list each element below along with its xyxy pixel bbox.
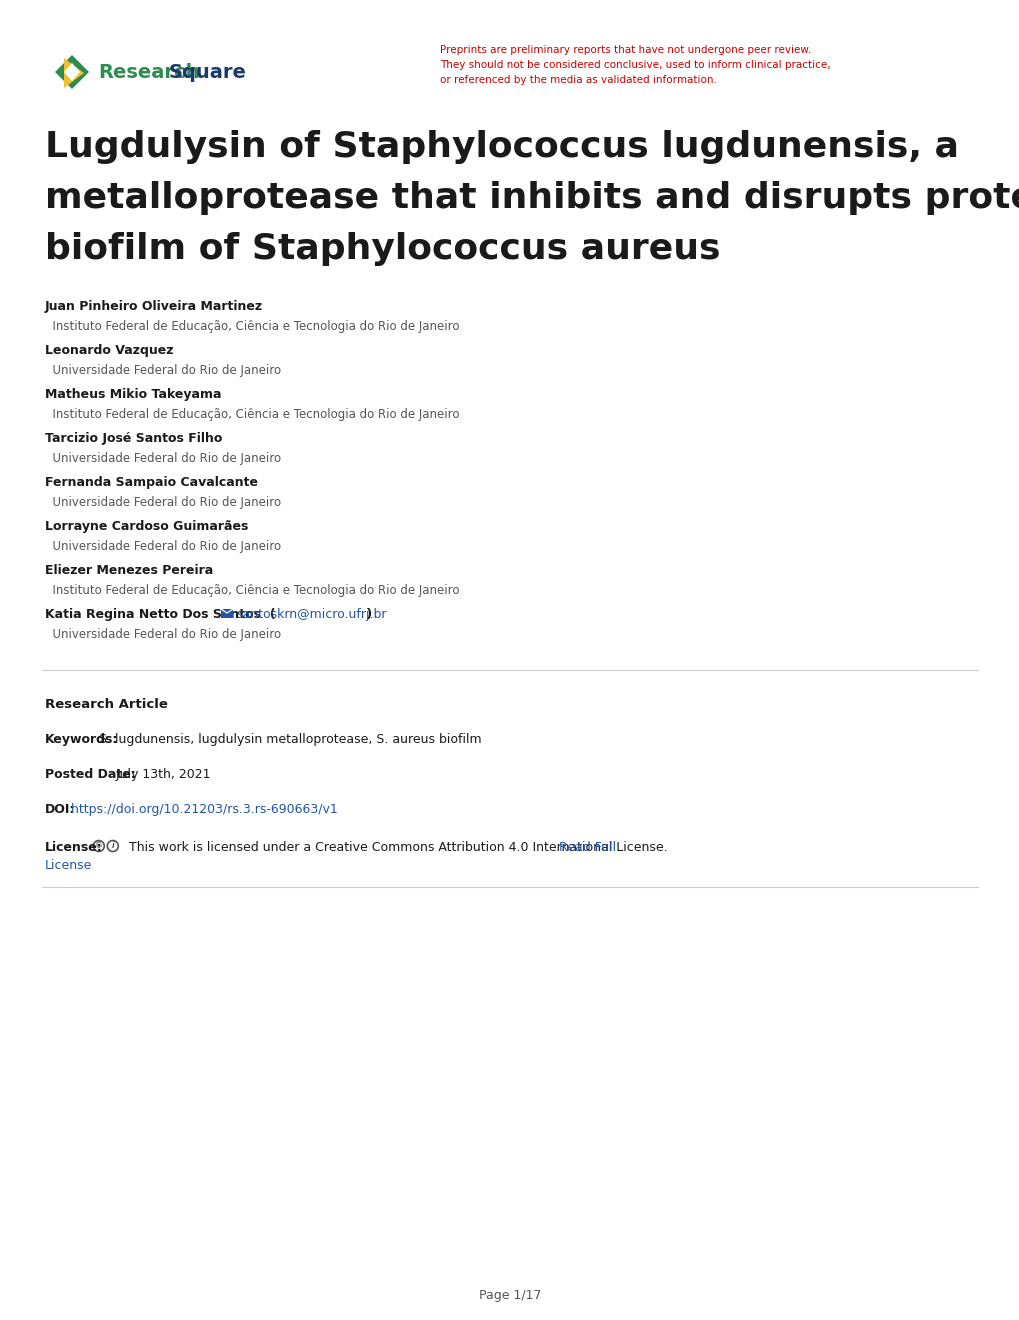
Text: Read Full: Read Full <box>558 841 615 854</box>
Text: Leonardo Vazquez: Leonardo Vazquez <box>45 345 173 356</box>
Text: S. lugdunensis, lugdulysin metalloprotease, S. aureus biofilm: S. lugdunensis, lugdulysin metalloprotea… <box>96 733 482 746</box>
Polygon shape <box>55 55 89 88</box>
Text: Instituto Federal de Educação, Ciência e Tecnologia do Rio de Janeiro: Instituto Federal de Educação, Ciência e… <box>45 319 459 333</box>
Text: Page 1/17: Page 1/17 <box>478 1288 541 1302</box>
Text: Instituto Federal de Educação, Ciência e Tecnologia do Rio de Janeiro: Instituto Federal de Educação, Ciência e… <box>45 583 459 597</box>
FancyBboxPatch shape <box>221 609 232 618</box>
Polygon shape <box>64 58 84 88</box>
Text: Universidade Federal do Rio de Janeiro: Universidade Federal do Rio de Janeiro <box>45 496 281 510</box>
Text: biofilm of Staphylococcus aureus: biofilm of Staphylococcus aureus <box>45 232 719 267</box>
Text: This work is licensed under a Creative Commons Attribution 4.0 International Lic: This work is licensed under a Creative C… <box>124 841 666 854</box>
Text: https://doi.org/10.21203/rs.3.rs-690663/v1: https://doi.org/10.21203/rs.3.rs-690663/… <box>67 803 338 816</box>
Text: Katia Regina Netto Dos Santos  (: Katia Regina Netto Dos Santos ( <box>45 609 275 620</box>
Text: July 13th, 2021: July 13th, 2021 <box>112 768 211 781</box>
Text: i: i <box>111 842 114 850</box>
Text: Keywords:: Keywords: <box>45 733 118 746</box>
Text: metalloprotease that inhibits and disrupts protein: metalloprotease that inhibits and disrup… <box>45 181 1019 215</box>
Text: santoskrn@micro.ufrj.br: santoskrn@micro.ufrj.br <box>235 609 386 620</box>
Text: DOI:: DOI: <box>45 803 75 816</box>
Text: Universidade Federal do Rio de Janeiro: Universidade Federal do Rio de Janeiro <box>45 628 281 642</box>
Text: Universidade Federal do Rio de Janeiro: Universidade Federal do Rio de Janeiro <box>45 451 281 465</box>
Text: Instituto Federal de Educação, Ciência e Tecnologia do Rio de Janeiro: Instituto Federal de Educação, Ciência e… <box>45 408 459 421</box>
Text: ©: © <box>95 842 103 850</box>
Text: Tarcizio José Santos Filho: Tarcizio José Santos Filho <box>45 432 222 445</box>
Text: Research Article: Research Article <box>45 698 168 711</box>
Text: Lorrayne Cardoso Guimarães: Lorrayne Cardoso Guimarães <box>45 520 249 533</box>
Text: Lugdulysin of Staphylococcus lugdunensis, a: Lugdulysin of Staphylococcus lugdunensis… <box>45 129 958 164</box>
Text: ): ) <box>362 609 372 620</box>
Text: Preprints are preliminary reports that have not undergone peer review.
They shou: Preprints are preliminary reports that h… <box>439 45 829 84</box>
Text: Eliezer Menezes Pereira: Eliezer Menezes Pereira <box>45 564 213 577</box>
Text: Fernanda Sampaio Cavalcante: Fernanda Sampaio Cavalcante <box>45 477 258 488</box>
Text: License:: License: <box>45 841 103 854</box>
Text: Research: Research <box>98 62 200 82</box>
Polygon shape <box>64 63 79 81</box>
Text: Universidade Federal do Rio de Janeiro: Universidade Federal do Rio de Janeiro <box>45 364 281 378</box>
Text: Posted Date:: Posted Date: <box>45 768 136 781</box>
Text: Universidade Federal do Rio de Janeiro: Universidade Federal do Rio de Janeiro <box>45 540 281 553</box>
Text: Juan Pinheiro Oliveira Martinez: Juan Pinheiro Oliveira Martinez <box>45 300 263 313</box>
Text: Square: Square <box>169 62 247 82</box>
Text: License: License <box>45 859 93 873</box>
Text: Matheus Mikio Takeyama: Matheus Mikio Takeyama <box>45 388 221 401</box>
